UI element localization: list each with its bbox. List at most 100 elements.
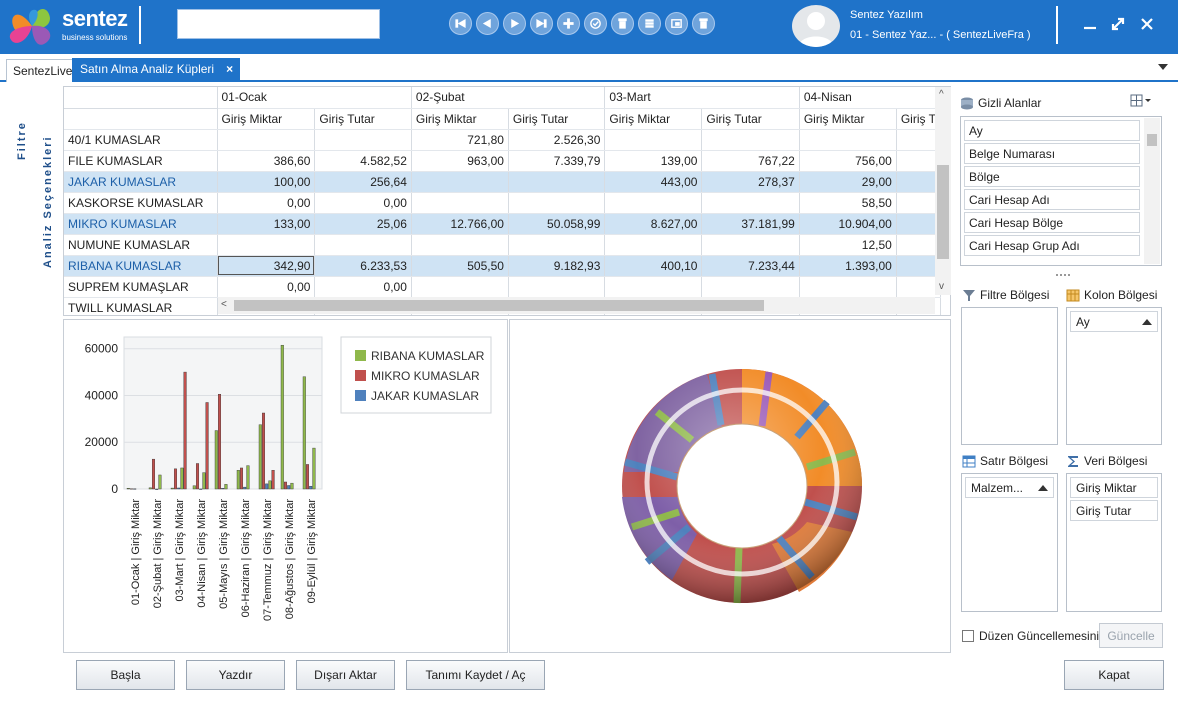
hidden-fields-list[interactable]: Ay Belge Numarası Bölge Cari Hesap Adı Cari … <box>960 116 1162 266</box>
value-cell[interactable] <box>604 192 703 214</box>
value-cell[interactable]: 9.182,93 <box>508 255 606 277</box>
value-cell[interactable]: 12.766,00 <box>411 213 509 235</box>
tab-satin-alma-analiz[interactable]: Satın Alma Analiz Küpleri × <box>72 58 241 82</box>
measure-header[interactable]: Giriş Tutar <box>701 108 800 130</box>
bar[interactable]: RIBANA KUMASLAR 1393 <box>192 485 196 490</box>
value-cell[interactable] <box>896 129 942 151</box>
bar[interactable]: RIBANA KUMASLAR 10000 <box>246 465 250 490</box>
list-button[interactable] <box>638 12 661 35</box>
bar[interactable]: RIBANA KUMASLAR 8000 <box>236 470 240 490</box>
layout-toggle-icon[interactable] <box>1130 94 1152 111</box>
value-cell[interactable] <box>604 129 703 151</box>
hidden-field-item[interactable]: Cari Hesap Adı <box>964 189 1140 210</box>
table-row[interactable]: SUPREM KUMAŞLAR 0,00 0,00 <box>64 276 950 298</box>
bar[interactable]: JAKAR KUMASLAR 100 <box>133 488 137 490</box>
bar[interactable]: JAKAR KUMASLAR 2200 <box>265 483 269 490</box>
splitter-grip[interactable] <box>1056 274 1070 276</box>
bar[interactable]: MIKRO KUMASLAR 50000 <box>183 371 187 490</box>
bar[interactable]: RIBANA KUMASLAR 3500 <box>268 480 272 490</box>
bar[interactable]: MIKRO KUMASLAR 9000 <box>239 467 243 490</box>
table-row[interactable]: FILE KUMASLAR 386,60 4.582,52 963,00 7.339,7… <box>64 150 950 172</box>
value-cell[interactable] <box>508 192 606 214</box>
bar[interactable]: MIKRO KUMASLAR 32500 <box>261 412 265 490</box>
bar[interactable]: MIKRO KUMASLAR 10500 <box>305 464 309 490</box>
table-row[interactable]: 40/1 KUMASLAR 721,80 2.526,30 <box>64 129 950 151</box>
value-cell[interactable]: 25,06 <box>314 213 412 235</box>
bar[interactable]: RIBANA KUMASLAR 27500 <box>258 424 262 490</box>
bar[interactable]: JAKAR KUMASLAR 0 <box>155 488 159 490</box>
value-cell[interactable]: 50.058,99 <box>508 213 606 235</box>
defer-update-checkbox[interactable] <box>962 630 974 642</box>
bar[interactable]: MIKRO KUMASLAR 40500 <box>217 394 221 490</box>
bar[interactable]: JAKAR KUMASLAR 443 <box>177 487 181 490</box>
bar[interactable]: JAKAR KUMASLAR 300 <box>221 488 225 490</box>
value-cell[interactable]: 6.233,53 <box>314 255 412 277</box>
row-header[interactable]: 40/1 KUMASLAR <box>64 129 218 151</box>
minimize-button[interactable] <box>1080 14 1100 34</box>
sort-up-icon[interactable] <box>1038 485 1048 491</box>
value-cell[interactable]: 37.181,99 <box>701 213 800 235</box>
value-cell[interactable]: 721,80 <box>411 129 509 151</box>
month-header[interactable]: 01-Ocak <box>217 87 412 109</box>
last-record-button[interactable] <box>530 12 553 35</box>
table-row[interactable]: JAKAR KUMASLAR 100,00 256,64 443,00 278,37 29… <box>64 171 950 193</box>
measure-header[interactable]: Giriş Miktar <box>799 108 897 130</box>
table-row[interactable]: MIKRO KUMASLAR 133,00 25,06 12.766,00 50.058… <box>64 213 950 235</box>
value-cell[interactable] <box>508 234 606 256</box>
value-cell[interactable] <box>508 276 606 298</box>
next-record-button[interactable] <box>503 12 526 35</box>
row-header[interactable]: MIKRO KUMASLAR <box>64 213 218 235</box>
value-cell[interactable]: 2.526,30 <box>508 129 606 151</box>
value-cell[interactable]: 0,00 <box>314 192 412 214</box>
analysis-options-side-label[interactable]: Analiz Seçenekleri <box>42 135 54 268</box>
measure-header[interactable]: Giriş Miktar <box>217 108 316 130</box>
value-cell[interactable] <box>314 129 412 151</box>
delete-button[interactable] <box>611 12 634 35</box>
add-record-button[interactable] <box>557 12 580 35</box>
row-header[interactable]: JAKAR KUMASLAR <box>64 171 218 193</box>
hidden-field-item[interactable]: Ay <box>964 120 1140 141</box>
bar[interactable]: MIKRO KUMASLAR 8627 <box>173 468 177 490</box>
bar[interactable]: MIKRO KUMASLAR 37000 <box>205 402 209 490</box>
sort-up-icon[interactable] <box>1142 319 1152 325</box>
preview-button[interactable] <box>665 12 688 35</box>
value-cell[interactable] <box>701 129 800 151</box>
table-row[interactable]: KASKORSE KUMASLAR 0,00 0,00 58,50 <box>64 192 950 214</box>
bar[interactable]: RIBANA KUMASLAR 9000 <box>180 467 184 490</box>
value-cell[interactable] <box>217 234 316 256</box>
print-button[interactable]: Yazdır <box>186 660 285 690</box>
bar[interactable]: JAKAR KUMASLAR 800 <box>243 486 247 490</box>
month-header[interactable]: 04-Nisan <box>799 87 942 109</box>
row-header[interactable]: FILE KUMASLAR <box>64 150 218 172</box>
bar[interactable]: JAKAR KUMASLAR 1200 <box>309 485 313 490</box>
value-cell[interactable]: 400,10 <box>604 255 703 277</box>
value-cell[interactable] <box>896 213 942 235</box>
value-cell[interactable] <box>701 276 800 298</box>
delete-all-button[interactable] <box>692 12 715 35</box>
value-cell[interactable] <box>604 234 703 256</box>
bar[interactable]: RIBANA KUMASLAR 7000 <box>202 472 206 490</box>
row-header[interactable]: RIBANA KUMASLAR <box>64 255 218 277</box>
grid-vertical-scrollbar[interactable]: ^ v <box>935 87 951 295</box>
close-window-button[interactable] <box>1137 14 1157 34</box>
close-tab-icon[interactable]: × <box>226 62 234 76</box>
hidden-field-item[interactable]: Bölge <box>964 166 1140 187</box>
value-cell[interactable]: 0,00 <box>314 276 412 298</box>
value-cell[interactable] <box>411 171 509 193</box>
row-header[interactable]: TWILL KUMASLAR <box>64 297 218 315</box>
column-field-chip[interactable]: Ay <box>1070 311 1158 332</box>
bar[interactable]: RIBANA KUMASLAR 343 <box>126 487 130 490</box>
start-button[interactable]: Başla <box>76 660 175 690</box>
bar[interactable]: RIBANA KUMASLAR 6000 <box>158 474 162 490</box>
hidden-field-item[interactable]: Cari Hesap Grup Adı <box>964 235 1140 256</box>
bar[interactable]: RIBANA KUMASLAR 48000 <box>302 376 306 490</box>
bar[interactable]: MIKRO KUMASLAR 8000 <box>271 470 275 490</box>
row-header[interactable]: SUPREM KUMAŞLAR <box>64 276 218 298</box>
bar[interactable]: RIBANA KUMASLAR 2500 <box>290 482 294 490</box>
measure-header[interactable]: Giriş T <box>896 108 942 130</box>
value-cell[interactable] <box>701 234 800 256</box>
measure-header[interactable]: Giriş Miktar <box>604 108 703 130</box>
value-cell[interactable]: 29,00 <box>799 171 897 193</box>
bar[interactable]: RIBANA KUMASLAR 2000 <box>224 484 228 490</box>
value-cell[interactable] <box>896 276 942 298</box>
